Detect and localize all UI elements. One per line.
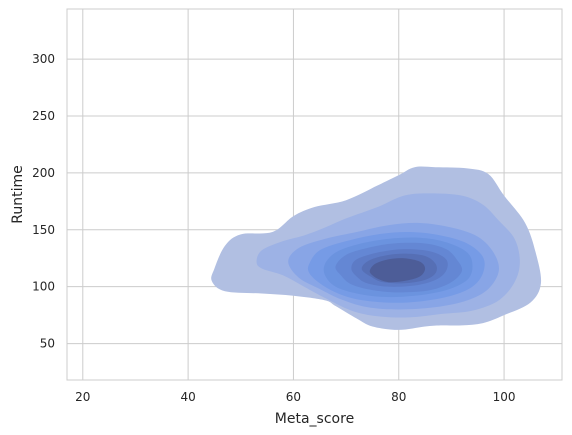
y-tick-label: 100 bbox=[32, 280, 55, 294]
x-tick-label: 20 bbox=[75, 390, 90, 404]
y-axis-label: Runtime bbox=[10, 165, 26, 223]
y-tick-labels: 50 100 150 200 250 300 bbox=[32, 52, 55, 351]
y-tick-label: 200 bbox=[32, 166, 55, 180]
y-tick-label: 250 bbox=[32, 109, 55, 123]
x-tick-label: 100 bbox=[493, 390, 516, 404]
grid-lines bbox=[67, 9, 562, 380]
plot-frame bbox=[66, 8, 563, 381]
y-tick-label: 150 bbox=[32, 223, 55, 237]
x-tick-label: 40 bbox=[180, 390, 195, 404]
x-tick-label: 80 bbox=[391, 390, 406, 404]
x-tick-label: 60 bbox=[286, 390, 301, 404]
x-axis-label: Meta_score bbox=[275, 411, 354, 427]
density-level-9 bbox=[369, 258, 426, 283]
density-contours bbox=[211, 166, 542, 330]
y-tick-label: 50 bbox=[40, 337, 55, 351]
x-tick-labels: 20 40 60 80 100 bbox=[75, 390, 515, 404]
y-tick-label: 300 bbox=[32, 52, 55, 66]
